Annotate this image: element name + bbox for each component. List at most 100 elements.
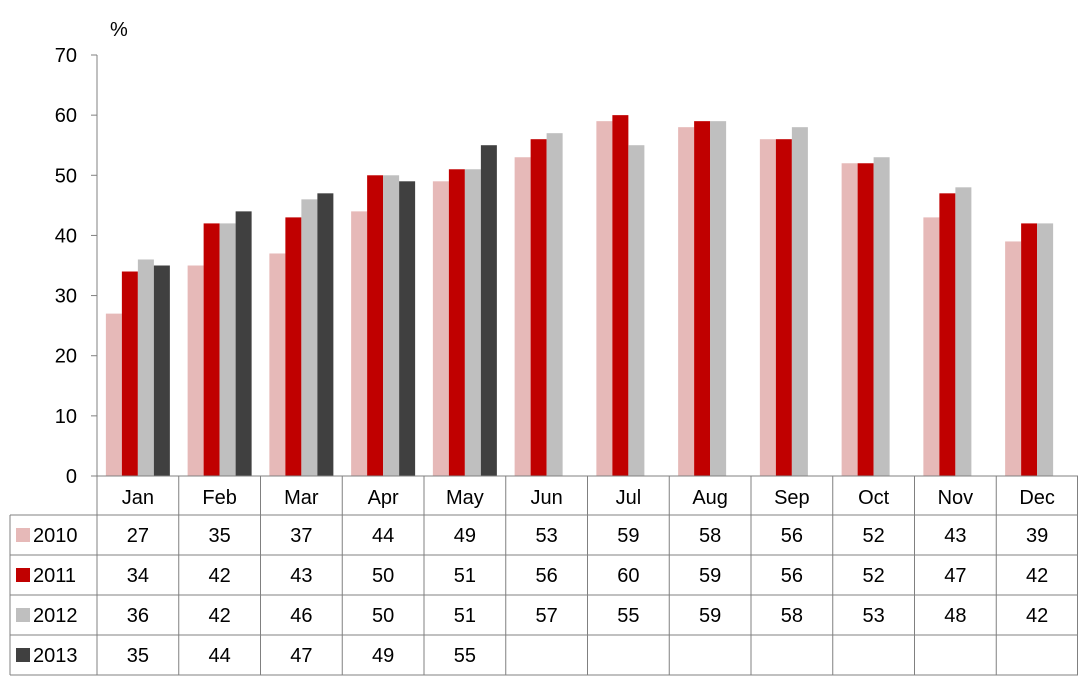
table-cell-value: 49 [372,645,394,667]
x-category-label: Nov [938,487,974,509]
x-category-label: May [446,487,484,509]
table-cell-value: 51 [454,565,476,587]
x-category-label: Aug [692,487,728,509]
bar-2011-Sep [775,139,792,476]
table-cell-value: 47 [290,645,312,667]
table-cell-value: 50 [372,565,394,587]
legend-swatch-2013 [16,648,30,662]
legend-swatch-2011 [16,568,30,582]
bar-2011-Nov [939,193,956,477]
x-category-label: Apr [368,487,399,509]
y-tick-label: 20 [55,346,77,368]
bar-2012-Aug [710,121,727,477]
bar-2010-Aug [678,127,695,477]
x-category-label: Jan [122,487,154,509]
bars [105,115,1054,477]
table-cell-value: 53 [536,525,558,547]
bar-2011-Oct [857,163,874,476]
table-cell-value: 56 [781,565,803,587]
bar-2011-May [448,169,465,476]
bar-2011-Dec [1021,223,1038,476]
table-cell-value: 56 [536,565,558,587]
y-tick-label: 30 [55,286,77,308]
table-cell-value: 35 [127,645,149,667]
y-axis: 0 10 20 30 40 50 60 70 [55,45,98,488]
x-category-label: Jul [616,487,642,509]
table-cell-value: 58 [699,525,721,547]
table-cell-value: 53 [863,605,885,627]
x-category-label: Oct [858,487,890,509]
bar-2011-Jun [530,139,547,476]
bar-2010-Nov [923,217,940,476]
bar-2010-Oct [841,163,858,476]
table-cell-value: 42 [209,565,231,587]
table-cell-value: 46 [290,605,312,627]
bar-2012-Apr [383,175,400,477]
bar-2010-May [432,181,449,477]
bar-2013-Apr [399,181,416,477]
bar-2012-Jun [546,133,563,476]
data-table: Jan Feb Mar Apr May Jun Jul Aug Sep Oct Nov Dec 2010… [9,475,1078,676]
bar-2012-Jan [137,259,154,476]
y-tick-label: 10 [55,406,77,428]
legend-label: 2012 [33,605,78,627]
table-cell-value: 49 [454,525,476,547]
table-cell-value: 27 [127,525,149,547]
bar-2011-Apr [367,175,384,477]
table-cell-value: 52 [863,565,885,587]
table-cell-value: 42 [209,605,231,627]
bar-2013-Feb [235,211,252,476]
bar-2010-Dec [1005,241,1022,476]
legend-label: 2011 [33,565,76,587]
table-cell-value: 34 [127,565,149,587]
table-cell-value: 48 [944,605,966,627]
table-cell-value: 36 [127,605,149,627]
bar-2012-Nov [955,187,972,477]
bar-2012-Feb [219,223,236,476]
bar-2011-Feb [203,223,220,476]
bar-2011-Jan [121,271,138,476]
y-axis-label: % [110,19,128,41]
bar-2012-Sep [791,127,808,477]
legend-label: 2013 [33,645,78,667]
y-tick-label: 50 [55,165,77,187]
legend-swatch-2012 [16,608,30,622]
table-cell-value: 57 [536,605,558,627]
y-tick-label: 40 [55,225,77,247]
table-cell-value: 47 [944,565,966,587]
bar-2012-Mar [301,199,318,477]
table-cell-value: 44 [372,525,394,547]
table-cell-value: 42 [1026,565,1048,587]
bar-2013-Jan [153,265,170,476]
table-cell-value: 59 [699,605,721,627]
table-cell-value: 44 [209,645,231,667]
bar-2011-Jul [612,115,629,477]
x-category-label: Dec [1019,487,1055,509]
bar-2010-Jun [514,157,531,476]
bar-2012-Jul [628,145,645,476]
legend-label: 2010 [33,525,78,547]
y-tick-label: 0 [66,466,77,488]
bar-2010-Mar [269,253,286,476]
bar-2011-Mar [285,217,302,476]
x-category-label: Feb [202,487,236,509]
table-cell-value: 52 [863,525,885,547]
bar-2010-Apr [351,211,368,476]
x-category-label: Mar [284,487,319,509]
table-cell-value: 39 [1026,525,1048,547]
table-cell-value: 35 [209,525,231,547]
legend-swatch-2010 [16,528,30,542]
table-cell-value: 58 [781,605,803,627]
bar-2013-Mar [317,193,334,477]
y-tick-label: 70 [55,45,77,67]
table-cell-value: 59 [617,525,639,547]
table-cell-value: 50 [372,605,394,627]
table-cell-value: 42 [1026,605,1048,627]
table-cell-value: 37 [290,525,312,547]
table-cell-value: 60 [617,565,639,587]
x-category-label: Sep [774,487,810,509]
table-cell-value: 51 [454,605,476,627]
x-category-label: Jun [531,487,563,509]
table-cell-value: 59 [699,565,721,587]
